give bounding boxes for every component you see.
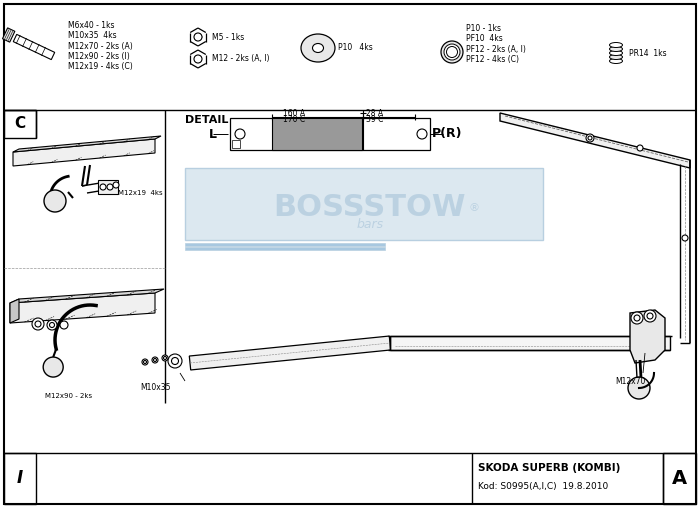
Text: ®: ®: [468, 203, 479, 213]
Text: BOSSSTOW: BOSSSTOW: [274, 194, 466, 223]
Text: P10   4ks: P10 4ks: [338, 44, 372, 52]
Circle shape: [162, 355, 168, 361]
Text: PR14  1ks: PR14 1ks: [629, 48, 666, 57]
Circle shape: [417, 129, 427, 139]
Polygon shape: [500, 113, 690, 168]
Text: A: A: [671, 468, 687, 488]
Circle shape: [682, 235, 688, 241]
Polygon shape: [189, 336, 391, 370]
Text: 160 A: 160 A: [283, 110, 305, 118]
Ellipse shape: [447, 47, 458, 57]
Circle shape: [586, 134, 594, 142]
Text: I: I: [17, 469, 23, 487]
Ellipse shape: [610, 58, 622, 64]
Text: Kod: S0995(A,I,C)  19.8.2010: Kod: S0995(A,I,C) 19.8.2010: [478, 482, 608, 491]
Circle shape: [644, 310, 656, 322]
Text: M5 - 1ks: M5 - 1ks: [212, 33, 244, 42]
Bar: [663, 453, 696, 504]
Polygon shape: [10, 293, 155, 323]
Text: C: C: [15, 116, 26, 132]
Bar: [390, 336, 670, 350]
Circle shape: [47, 320, 57, 330]
Ellipse shape: [610, 54, 622, 59]
Polygon shape: [10, 289, 164, 303]
Circle shape: [634, 315, 640, 321]
Circle shape: [44, 190, 66, 212]
Polygon shape: [13, 136, 161, 152]
Circle shape: [107, 184, 113, 190]
Bar: [185, 243, 385, 246]
Text: M12 - 2ks (A, I): M12 - 2ks (A, I): [212, 54, 270, 64]
Bar: [230, 118, 430, 150]
Ellipse shape: [610, 50, 622, 55]
Ellipse shape: [610, 47, 622, 51]
Circle shape: [588, 136, 592, 140]
Circle shape: [43, 357, 63, 377]
Text: P10 - 1ks
PF10  4ks
PF12 - 2ks (A, I)
PF12 - 4ks (C): P10 - 1ks PF10 4ks PF12 - 2ks (A, I) PF1…: [466, 24, 526, 64]
Circle shape: [50, 323, 55, 328]
Text: M10x35: M10x35: [140, 384, 171, 393]
Circle shape: [35, 321, 41, 327]
Polygon shape: [13, 139, 155, 166]
Bar: [185, 247, 385, 250]
Text: bars: bars: [356, 218, 384, 232]
Circle shape: [172, 358, 178, 365]
Bar: [232, 140, 240, 148]
Ellipse shape: [301, 34, 335, 62]
Circle shape: [628, 377, 650, 399]
Ellipse shape: [312, 44, 323, 52]
Text: 39 C: 39 C: [366, 115, 384, 124]
Circle shape: [194, 55, 202, 63]
Bar: [272, 118, 362, 150]
Bar: [185, 168, 543, 240]
Text: M12x19  4ks: M12x19 4ks: [118, 190, 162, 196]
Circle shape: [647, 313, 653, 319]
Bar: [4, 110, 36, 138]
Text: DETAIL: DETAIL: [185, 115, 228, 125]
Bar: [4, 453, 36, 504]
Text: 170 C: 170 C: [283, 115, 305, 124]
Text: P(R): P(R): [432, 128, 463, 141]
Circle shape: [194, 33, 202, 41]
Ellipse shape: [441, 41, 463, 63]
Circle shape: [142, 359, 148, 365]
Polygon shape: [630, 310, 665, 363]
Text: 28 A: 28 A: [366, 110, 383, 118]
Circle shape: [235, 129, 245, 139]
Text: M12x90 - 2ks: M12x90 - 2ks: [45, 393, 92, 399]
Polygon shape: [13, 35, 55, 59]
Text: M6x40 - 1ks
M10x35  4ks
M12x70 - 2ks (A)
M12x90 - 2ks (I)
M12x19 - 4ks (C): M6x40 - 1ks M10x35 4ks M12x70 - 2ks (A) …: [68, 21, 133, 71]
Circle shape: [168, 354, 182, 368]
Circle shape: [144, 361, 146, 364]
Circle shape: [152, 357, 158, 363]
Circle shape: [32, 318, 44, 330]
Circle shape: [153, 359, 157, 362]
Circle shape: [100, 184, 106, 190]
Bar: [98, 180, 118, 194]
Circle shape: [631, 312, 643, 324]
Text: SKODA SUPERB (KOMBI): SKODA SUPERB (KOMBI): [478, 463, 620, 473]
Circle shape: [637, 145, 643, 151]
Ellipse shape: [444, 44, 460, 60]
Text: L: L: [209, 128, 217, 141]
Polygon shape: [3, 28, 15, 42]
Circle shape: [60, 321, 68, 329]
Circle shape: [164, 357, 167, 360]
Circle shape: [113, 182, 119, 188]
Text: M12x70: M12x70: [615, 376, 645, 386]
Polygon shape: [10, 299, 19, 323]
Ellipse shape: [610, 43, 622, 48]
